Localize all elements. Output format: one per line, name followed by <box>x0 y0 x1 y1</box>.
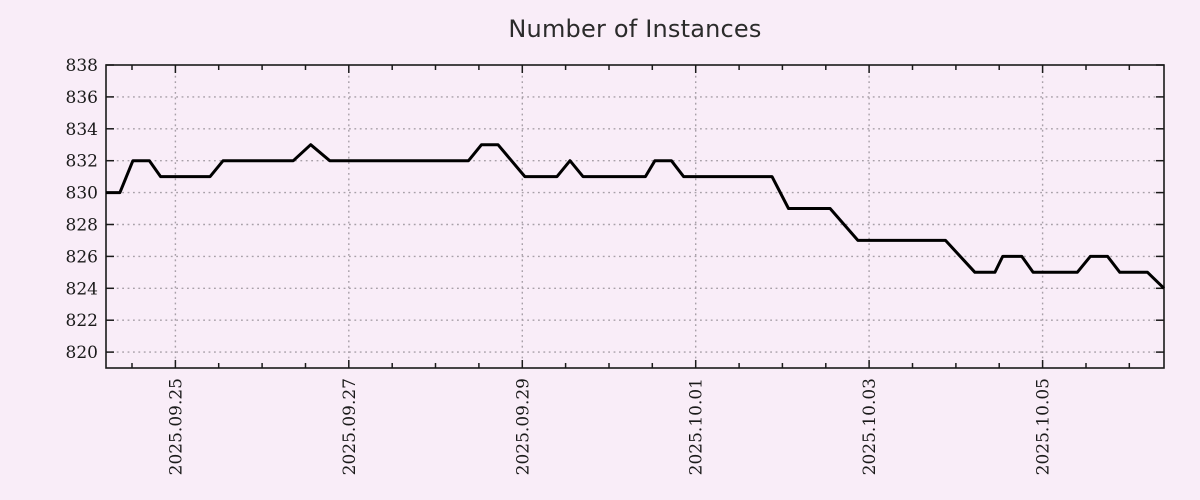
plot-border <box>105 64 1165 369</box>
gridlines <box>106 65 1164 368</box>
y-tick-label: 838 <box>66 56 98 76</box>
y-tick-label: 836 <box>66 88 98 108</box>
x-tick-label: 2025.10.01 <box>687 378 707 475</box>
y-axis-labels: 820 822 824 826 828 830 832 834 836 838 <box>66 56 98 363</box>
x-tick-label: 2025.09.29 <box>513 378 533 475</box>
data-line <box>106 143 1166 290</box>
x-tick-label: 2025.09.27 <box>340 378 360 475</box>
x-tick-label: 2025.09.25 <box>166 378 186 475</box>
y-tick-label: 826 <box>66 247 98 267</box>
y-tick-label: 824 <box>66 279 98 299</box>
y-tick-label: 820 <box>66 343 98 363</box>
y-tick-label: 830 <box>66 184 98 204</box>
axis-ticks <box>106 64 1164 368</box>
y-tick-label: 832 <box>66 152 98 172</box>
x-tick-label: 2025.10.05 <box>1034 378 1054 475</box>
y-tick-label: 834 <box>66 120 98 140</box>
chart-title: Number of Instances <box>508 15 762 43</box>
x-tick-label: 2025.10.03 <box>860 378 880 475</box>
x-axis-labels: 2025.09.25 2025.09.27 2025.09.29 2025.10.01… <box>166 378 1053 475</box>
y-tick-label: 828 <box>66 216 98 236</box>
y-tick-label: 822 <box>66 311 98 331</box>
